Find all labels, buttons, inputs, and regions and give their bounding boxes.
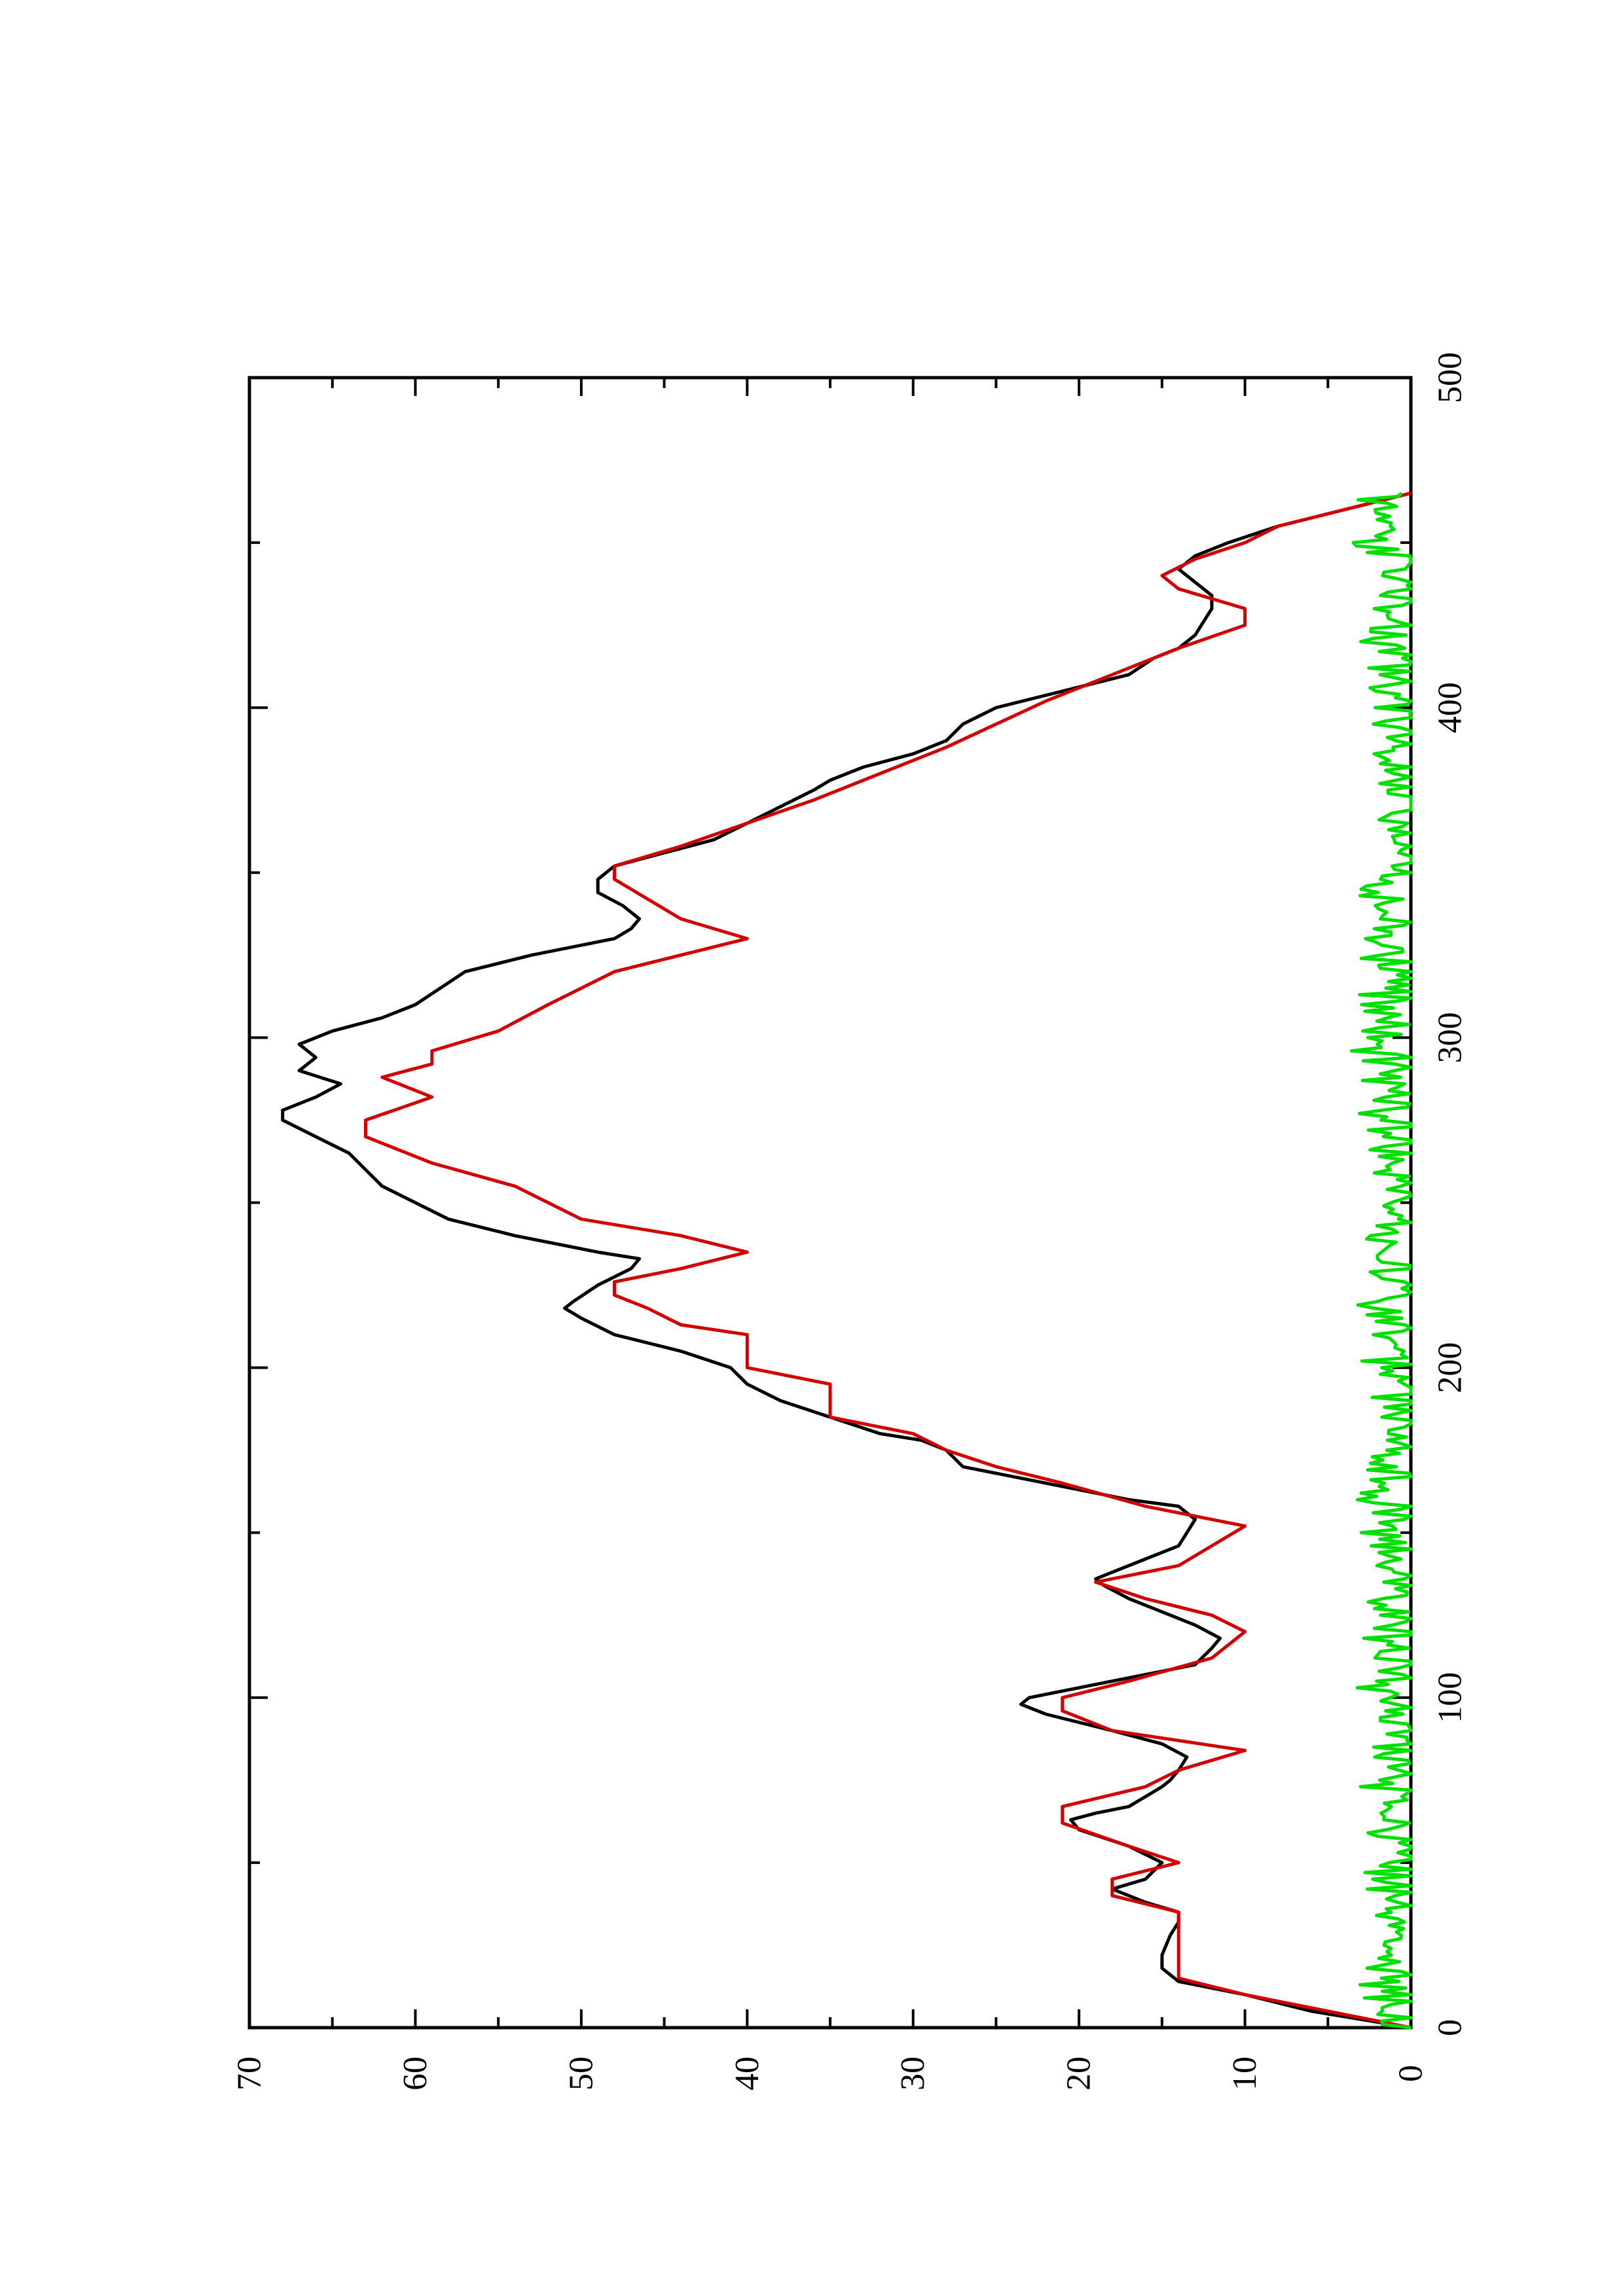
y-tick-label: 60 [397,2056,434,2090]
x-tick-label: 0 [1432,2019,1469,2036]
axis-tick-labels: 0 100 200 300 400 500 0 10 20 30 40 50 60 70 [231,352,1469,2090]
y-tick-label: 50 [562,2056,600,2090]
x-tick-label: 300 [1432,1012,1469,1063]
x-tick-label: 100 [1432,1672,1469,1723]
axis-ticks [248,376,1412,2029]
y-tick-label: 0 [1393,2065,1430,2082]
series-layer [281,492,1413,2030]
y-tick-label: 20 [1061,2056,1098,2090]
series-line-1 [363,492,1412,2030]
x-tick-label: 200 [1432,1342,1469,1393]
y-tick-label: 70 [231,2056,268,2090]
x-tick-label: 500 [1432,352,1469,403]
series-line-2 [1349,492,1413,2030]
series-line-0 [281,492,1412,2030]
y-tick-label: 30 [894,2056,932,2090]
x-tick-label: 400 [1432,682,1469,733]
y-tick-label: 40 [729,2056,766,2090]
y-tick-label: 10 [1226,2056,1264,2090]
plot-frame [247,376,1413,2030]
